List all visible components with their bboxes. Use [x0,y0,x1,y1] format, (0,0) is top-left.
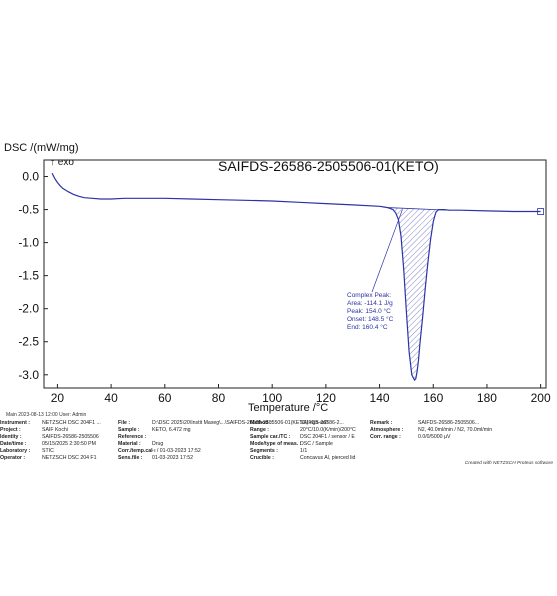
peak-hatched-area [387,207,450,381]
info-key: Segments : [250,448,278,454]
info-value: 20°C/10.0(K/min)/200°C [300,427,356,433]
info-value: SAIFDS-26586-2505506... [418,420,480,426]
x-tick-label: 20 [51,391,65,405]
info-value: KETO, 6.472 mg [152,427,191,433]
info-value: DSC / Sample [300,441,333,447]
info-row: Laboratory : STIC Corr./temp.cal : -- / 01-… [0,448,557,455]
main-info-line: Main 2023-08-13 12:00 User: Admin [6,412,87,418]
info-value: STIC [42,448,54,454]
info-key: Remark : [370,420,393,426]
info-key: Crucible : [250,455,274,461]
annotation-end: End: 160.4 °C [347,323,388,331]
info-value: 0.0/0/5000 µV [418,434,451,440]
info-key: Operator : [0,455,26,461]
info-key: Method : [250,420,272,426]
info-row: Instrument : NETZSCH DSC 204F1 ... File : D… [0,420,557,427]
info-key: Material : [118,441,141,447]
info-value: -- / 01-03-2023 17:52 [152,448,201,454]
info-key: Sens.file : [118,455,143,461]
info-value: 1/1 [300,448,308,454]
measurement-info-table: Instrument : NETZSCH DSC 204F1 ... File : D… [0,420,557,462]
info-row: Date/time : 05/15/2025 2:30:50 PM Material… [0,441,557,448]
info-key: Corr. range : [370,434,401,440]
info-key: Reference : [118,434,147,440]
info-value: Drug [152,441,164,447]
info-value: 01-03-2023 17:52 [152,455,193,461]
info-key: Instrument : [0,420,30,426]
y-tick-label: -1.0 [18,236,39,250]
info-key: Range : [250,427,270,433]
curve-end-marker [537,208,545,215]
info-key: Laboratory : [0,448,31,454]
dsc-curve [51,172,541,382]
x-tick-label: 160 [423,391,443,405]
info-key: Identity : [0,434,22,440]
info-key: File : [118,420,131,426]
y-tick-label: -2.5 [18,335,39,349]
x-tick-label: 60 [158,391,172,405]
y-tick-label: -2.0 [18,302,39,316]
annotation-title: Complex Peak: [347,292,391,299]
info-row: Identity : SAIFDS-26586-2505506 Reference … [0,434,557,441]
info-key: Date/time : [0,441,27,447]
info-value: D:\DSC 2025\20\Instit Maxeg\...\SAIFDS-2… [152,420,329,426]
info-row: Project : SAIF Kochi Sample : KETO, 6.472 m… [0,427,557,434]
plot-frame [43,159,547,389]
x-tick-label: 180 [477,391,497,405]
peak-annotation: Complex Peak: Area: -114.1 J/g Peak: 154… [347,292,394,331]
info-key: Mode/type of meas. : [250,441,302,447]
y-tick-label: -3.0 [18,368,39,382]
info-row: Operator : NETZSCH DSC 204 F1 Sens.file : 0… [0,455,557,462]
info-value: DSC 204F1 / sensor / E [300,434,355,440]
exo-label: ↑ exo [50,157,74,168]
x-tick-label: 120 [316,391,336,405]
x-axis-ticks: 20 40 60 80 100 120 140 160 180 200 [51,384,551,405]
y-tick-label: -0.5 [18,203,39,217]
x-tick-label: 80 [212,391,226,405]
info-value: NETZSCH DSC 204 F1 [42,455,97,461]
y-tick-label: 0.0 [22,170,39,184]
info-value: SAIFDS-26586-2505506 [42,434,99,440]
x-tick-label: 200 [531,391,551,405]
info-value: Concavus Al, pierced lid [300,455,356,461]
info-key: Corr./temp.cal : [118,448,156,454]
annotation-callout-line [371,209,403,293]
created-with-note: Created with NETZSCH Proteus software [464,461,553,466]
y-axis-label: DSC /(mW/mg) [4,142,79,154]
info-key: Sample car./TC : [250,434,291,440]
info-key: Atmosphere : [370,427,404,433]
x-tick-label: 140 [370,391,390,405]
annotation-onset: Onset: 148.5 °C [347,315,394,323]
info-value: NETZSCH DSC 204F1 ... [42,420,101,426]
x-tick-label: 100 [262,391,282,405]
info-value: N2, 40.0ml/min / N2, 70.0ml/min [418,427,493,433]
annotation-peak: Peak: 154.0 °C [347,307,391,315]
chart-title: SAIFDS-26586-2505506-01(KETO) [218,158,439,174]
y-axis-ticks: 0.0 -0.5 -1.0 -1.5 -2.0 -2.5 -3.0 [18,170,48,382]
info-value: SAIFDS-26586-2... [300,420,344,426]
info-value: SAIF Kochi [42,427,68,433]
y-tick-label: -1.5 [18,269,39,283]
info-value: 05/15/2025 2:30:50 PM [42,441,96,447]
info-key: Sample : [118,427,140,433]
annotation-area: Area: -114.1 J/g [347,300,393,307]
x-axis-label: Temperature /°C [248,402,328,414]
info-key: Project : [0,427,21,433]
x-tick-label: 40 [104,391,118,405]
